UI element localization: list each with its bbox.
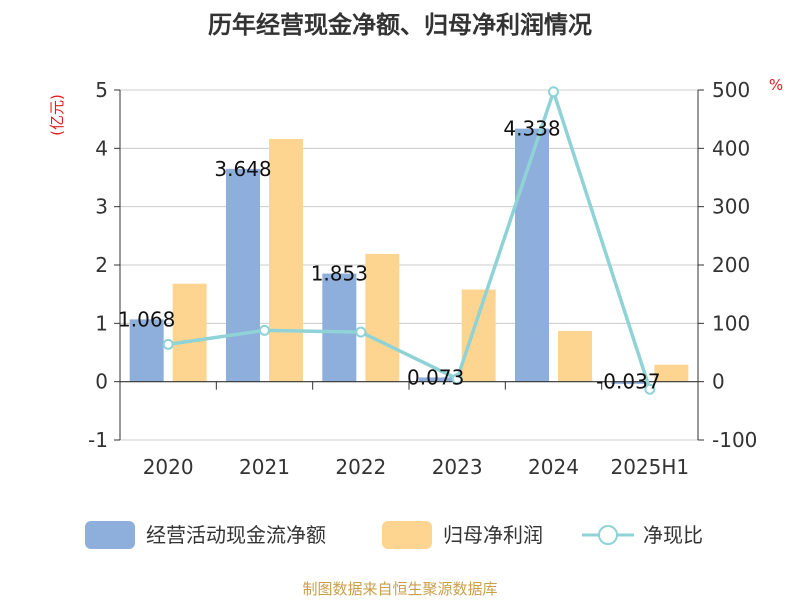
- left-axis-tick-label: 1: [95, 311, 108, 335]
- chart-title: 历年经营现金净额、归母净利润情况: [208, 11, 592, 39]
- net-profit-bar: [461, 289, 496, 382]
- right-axis-tick-label: 200: [712, 253, 750, 277]
- net-profit-bar: [269, 139, 303, 382]
- gridlines: [120, 89, 698, 441]
- legend-label-ratio: 净现比: [643, 523, 703, 547]
- axes: -1 0 1 2 3 4 5 -100 0 100 200 300 400 500 2020 2021 2022…: [88, 78, 757, 479]
- ratio-point: [162, 338, 174, 350]
- cashflow-bar: [515, 128, 549, 382]
- cashflow-bar: [129, 319, 164, 382]
- cashflow-data-label: 1.853: [311, 262, 368, 286]
- net-profit-bar: [654, 364, 689, 382]
- source-note: 制图数据来自恒生聚源数据库: [302, 580, 497, 598]
- cashflow-data-label: 1.068: [118, 307, 175, 331]
- net-profit-bar: [172, 283, 207, 382]
- ratio-line-path: [167, 86, 652, 390]
- left-axis-tick-label: -1: [88, 428, 108, 452]
- cashflow-data-label: -0.037: [596, 370, 660, 394]
- cashflow-bar: [322, 273, 357, 382]
- right-axis-unit: %: [769, 76, 783, 94]
- legend-label-cashflow: 经营活动现金流净额: [146, 523, 326, 547]
- legend-marker-ratio: [598, 525, 618, 545]
- x-axis-tick-label: 2024: [528, 455, 579, 479]
- left-axis-tick-label: 2: [95, 253, 108, 277]
- right-axis-tick-label: 100: [712, 311, 750, 335]
- x-axis-tick-label: 2021: [239, 455, 290, 479]
- right-axis-tick-label: -100: [712, 428, 757, 452]
- net-profit-bar: [558, 330, 592, 382]
- left-axis-unit: (亿元): [48, 94, 66, 136]
- ratio-point: [451, 373, 463, 385]
- data-labels: 1.068 3.648 1.853 0.073 4.338 -0.037: [118, 117, 661, 394]
- cashflow-data-label: 4.338: [503, 117, 560, 141]
- cashflow-bar: [611, 381, 646, 384]
- legend: 经营活动现金流净额 归母净利润 净现比: [85, 521, 703, 549]
- cashflow-data-label: 0.073: [407, 365, 464, 389]
- x-axis-tick-label: 2020: [143, 455, 194, 479]
- ratio-point: [259, 324, 270, 336]
- net-profit-bar: [365, 253, 400, 382]
- x-axis-tick-label: 2023: [432, 455, 483, 479]
- left-axis-tick-label: 5: [95, 78, 108, 102]
- cashflow-bar: [226, 168, 260, 382]
- ratio-line: [162, 86, 656, 395]
- left-axis-tick-label: 4: [95, 136, 108, 160]
- right-axis-tick-label: 500: [712, 78, 750, 102]
- legend-swatch-net-profit: [382, 521, 432, 549]
- right-axis-tick-label: 400: [712, 136, 750, 160]
- bars: [129, 128, 689, 384]
- left-axis-tick-label: 0: [95, 370, 108, 394]
- left-axis-tick-label: 3: [95, 195, 108, 219]
- right-axis-tick-label: 0: [712, 370, 725, 394]
- cashflow-data-label: 3.648: [214, 157, 271, 181]
- x-axis-tick-label: 2025H1: [610, 455, 689, 479]
- cashflow-bar: [418, 377, 453, 382]
- ratio-point: [355, 326, 367, 338]
- right-axis-tick-label: 300: [712, 195, 750, 219]
- x-axis-tick-label: 2022: [335, 455, 386, 479]
- ratio-point: [548, 86, 559, 98]
- ratio-point: [644, 383, 656, 395]
- legend-label-net-profit: 归母净利润: [443, 523, 543, 547]
- legend-swatch-cashflow: [85, 521, 135, 549]
